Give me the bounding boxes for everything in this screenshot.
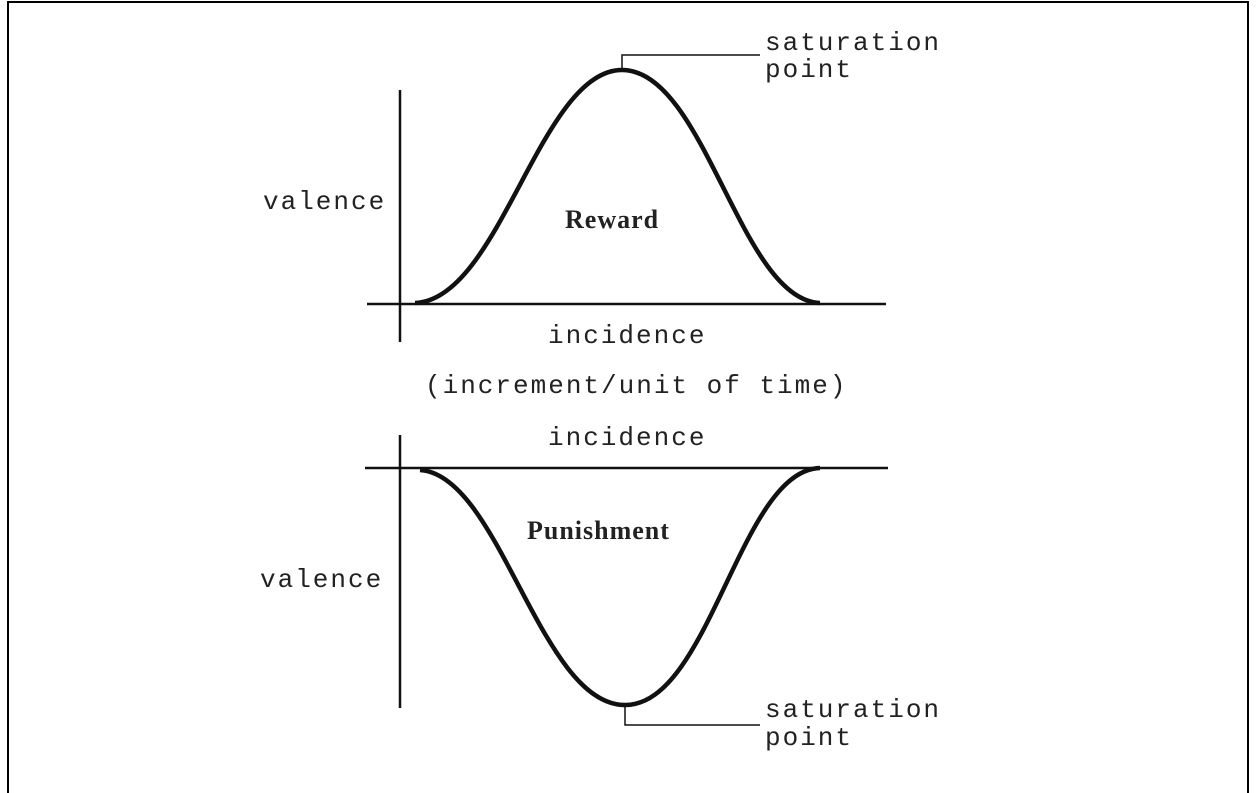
caption: (increment/unit of time) xyxy=(425,371,847,401)
leader-line xyxy=(621,54,760,68)
annotation: point xyxy=(765,723,853,753)
x-axis-label: incidence xyxy=(548,321,706,351)
chart-label: Punishment xyxy=(527,516,670,545)
frame xyxy=(7,1,1249,793)
chart-label: Reward xyxy=(565,205,659,234)
annotation: saturation xyxy=(765,695,941,725)
leader-line xyxy=(624,707,760,726)
punishment-curve xyxy=(419,465,821,708)
annotation: point xyxy=(765,55,853,85)
annotation: saturation xyxy=(765,28,941,58)
y-axis-label: valence xyxy=(263,187,386,217)
reward-curve xyxy=(414,67,821,306)
y-axis-label: valence xyxy=(260,565,383,595)
x-axis-label: incidence xyxy=(548,423,706,453)
